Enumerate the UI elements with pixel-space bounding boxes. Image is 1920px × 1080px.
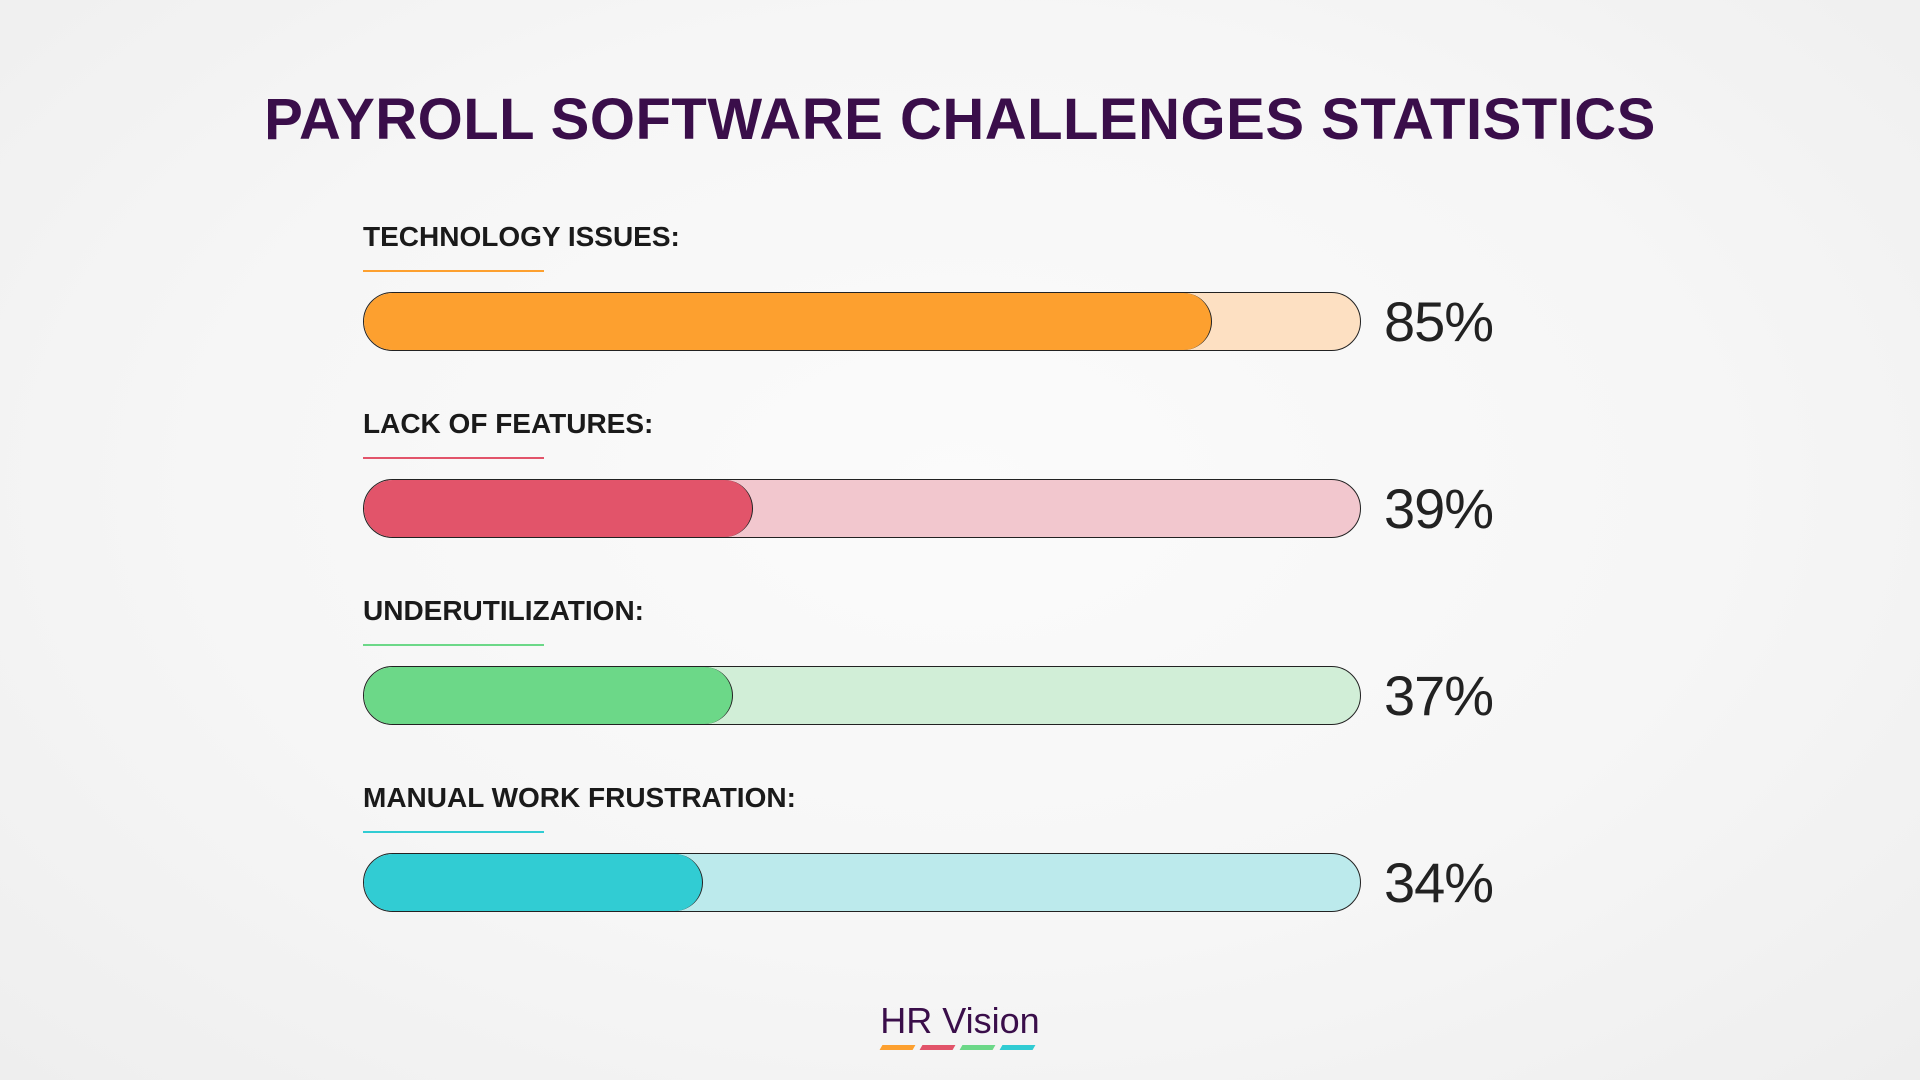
bar-row: UNDERUTILIZATION: 37% bbox=[363, 595, 1563, 735]
value-label: 39% bbox=[1384, 477, 1494, 540]
category-underline bbox=[363, 644, 544, 646]
brand-stripe bbox=[999, 1045, 1036, 1050]
chart-title: PAYROLL SOFTWARE CHALLENGES STATISTICS bbox=[264, 87, 1656, 152]
category-label: MANUAL WORK FRUSTRATION: bbox=[363, 782, 796, 813]
brand-logo-stripes bbox=[879, 1045, 1041, 1051]
value-label: 85% bbox=[1384, 290, 1494, 353]
bar-row: TECHNOLOGY ISSUES: 85% bbox=[363, 221, 1563, 361]
bar-track bbox=[363, 853, 1361, 912]
brand-stripe bbox=[919, 1045, 956, 1050]
bar-fill bbox=[364, 293, 1212, 350]
bar-fill bbox=[364, 854, 703, 911]
bar-fill bbox=[364, 480, 753, 537]
brand-stripe bbox=[879, 1045, 916, 1050]
bar-row: LACK OF FEATURES: 39% bbox=[363, 408, 1563, 548]
category-label: UNDERUTILIZATION: bbox=[363, 595, 644, 626]
value-label: 37% bbox=[1384, 664, 1494, 727]
category-label: LACK OF FEATURES: bbox=[363, 408, 654, 439]
value-label: 34% bbox=[1384, 851, 1494, 914]
bar-fill bbox=[364, 667, 733, 724]
bar-track bbox=[363, 292, 1361, 351]
brand-stripe bbox=[959, 1045, 996, 1050]
category-underline bbox=[363, 831, 544, 833]
bar-track bbox=[363, 479, 1361, 538]
brand-logo-text: HR Vision bbox=[880, 1000, 1040, 1041]
bar-track bbox=[363, 666, 1361, 725]
category-underline bbox=[363, 270, 544, 272]
category-label: TECHNOLOGY ISSUES: bbox=[363, 221, 680, 252]
bar-row: MANUAL WORK FRUSTRATION: 34% bbox=[363, 782, 1563, 922]
category-underline bbox=[363, 457, 544, 459]
